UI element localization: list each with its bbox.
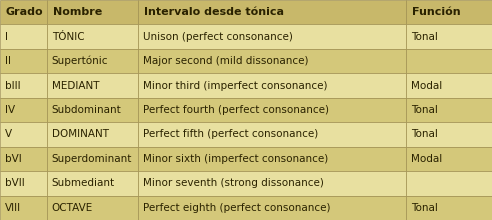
Bar (138, 147, 406, 171)
Text: Nombre: Nombre (53, 7, 102, 17)
Text: Perfect fourth (perfect consonance): Perfect fourth (perfect consonance) (143, 105, 329, 115)
Bar (47, 196, 138, 220)
Bar (138, 73, 406, 98)
Text: DOMINANT: DOMINANT (52, 129, 109, 139)
Bar (138, 196, 406, 220)
Bar (138, 49, 406, 73)
Bar (0, 196, 47, 220)
Text: Tonal: Tonal (411, 105, 438, 115)
Bar (406, 49, 492, 73)
Text: Minor sixth (imperfect consonance): Minor sixth (imperfect consonance) (143, 154, 328, 164)
Bar (0, 24, 47, 49)
Text: Unison (perfect consonance): Unison (perfect consonance) (143, 32, 293, 42)
Bar (0, 147, 47, 171)
Text: I: I (5, 32, 8, 42)
Text: Grado: Grado (6, 7, 43, 17)
Text: Tonal: Tonal (411, 129, 438, 139)
Text: Subdominant: Subdominant (52, 105, 122, 115)
Text: bVII: bVII (5, 178, 25, 188)
Text: OCTAVE: OCTAVE (52, 203, 93, 213)
Bar (138, 0, 406, 24)
Bar (47, 24, 138, 49)
Text: Minor seventh (strong dissonance): Minor seventh (strong dissonance) (143, 178, 324, 188)
Bar (406, 98, 492, 122)
Bar (0, 0, 47, 24)
Bar (47, 122, 138, 147)
Text: bVI: bVI (5, 154, 22, 164)
Text: Modal: Modal (411, 154, 442, 164)
Bar (47, 98, 138, 122)
Text: Perfect eighth (perfect consonance): Perfect eighth (perfect consonance) (143, 203, 330, 213)
Text: Perfect fifth (perfect consonance): Perfect fifth (perfect consonance) (143, 129, 318, 139)
Bar (47, 73, 138, 98)
Text: VIII: VIII (5, 203, 21, 213)
Text: V: V (5, 129, 12, 139)
Text: Tonal: Tonal (411, 203, 438, 213)
Bar (406, 73, 492, 98)
Text: Intervalo desde tónica: Intervalo desde tónica (144, 7, 284, 17)
Text: bIII: bIII (5, 81, 21, 91)
Bar (406, 122, 492, 147)
Bar (406, 196, 492, 220)
Text: Supertónic: Supertónic (52, 56, 108, 66)
Text: II: II (5, 56, 11, 66)
Text: Tonal: Tonal (411, 32, 438, 42)
Text: TÓNIC: TÓNIC (52, 32, 84, 42)
Text: Submediant: Submediant (52, 178, 115, 188)
Bar (0, 171, 47, 196)
Text: IV: IV (5, 105, 15, 115)
Bar (0, 122, 47, 147)
Text: Superdominant: Superdominant (52, 154, 132, 164)
Bar (406, 147, 492, 171)
Bar (47, 0, 138, 24)
Bar (138, 98, 406, 122)
Bar (138, 24, 406, 49)
Text: MEDIANT: MEDIANT (52, 81, 99, 91)
Text: Minor third (imperfect consonance): Minor third (imperfect consonance) (143, 81, 327, 91)
Bar (47, 171, 138, 196)
Bar (47, 49, 138, 73)
Bar (138, 171, 406, 196)
Bar (0, 49, 47, 73)
Bar (406, 171, 492, 196)
Text: Major second (mild dissonance): Major second (mild dissonance) (143, 56, 308, 66)
Text: Función: Función (412, 7, 461, 17)
Bar (138, 122, 406, 147)
Bar (406, 24, 492, 49)
Bar (47, 147, 138, 171)
Bar (0, 98, 47, 122)
Text: Modal: Modal (411, 81, 442, 91)
Bar (0, 73, 47, 98)
Bar (406, 0, 492, 24)
